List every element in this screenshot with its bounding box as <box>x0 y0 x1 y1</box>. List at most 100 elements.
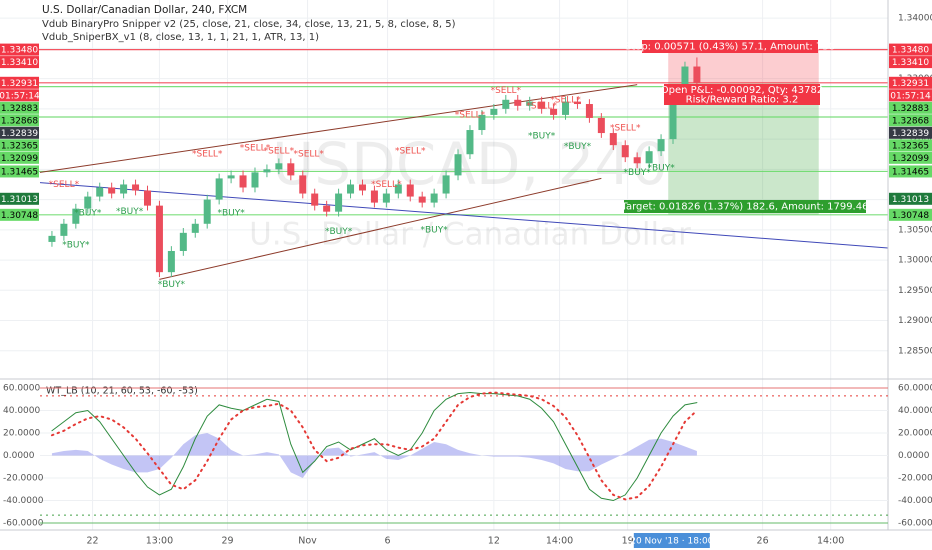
candle-body <box>120 184 128 194</box>
osc-y-tick-label: 40.0000 <box>898 406 932 416</box>
candle-body <box>108 187 116 194</box>
x-tick-label: 26 <box>757 536 769 547</box>
price-label-box-left <box>0 56 39 69</box>
price-label-left: 1.32099 <box>1 154 38 164</box>
osc-left-label: 0.0000 <box>3 451 35 461</box>
candle-body <box>239 175 247 188</box>
x-tick-label: 29 <box>221 536 233 547</box>
y-tick-label: 1.29000 <box>898 316 932 326</box>
pnl-label: Open P&L: -0.00092, Qty: 43782 <box>661 85 824 96</box>
stop-zone <box>668 49 819 83</box>
signal-label: *SELL* <box>526 101 557 111</box>
osc-left-label: 40.0000 <box>3 406 40 416</box>
trend-line <box>39 182 889 249</box>
x-tick-label: 12 <box>488 536 500 547</box>
signal-label: *BUY* <box>647 164 675 174</box>
signal-label: *SELL* <box>371 180 402 190</box>
signal-label: *SELL* <box>455 110 486 120</box>
price-label-box-right <box>889 192 932 205</box>
price-label-right: 1.32868 <box>892 116 929 126</box>
price-label-box-left <box>0 101 39 114</box>
candle-body <box>203 199 211 224</box>
price-label-box-left <box>0 43 39 56</box>
price-label-right: 1.32883 <box>892 104 929 114</box>
wave-line <box>51 391 698 502</box>
candle-body <box>681 66 689 94</box>
price-label-box-right <box>889 139 932 152</box>
candle-body <box>597 117 605 134</box>
x-tick-label: 6 <box>385 536 391 547</box>
price-label-left: 1.32868 <box>1 116 38 126</box>
price-label-right: 1.32099 <box>892 154 929 164</box>
candle-body <box>60 223 68 236</box>
y-tick-label: 1.28500 <box>898 346 932 356</box>
signal-label: *BUY* <box>421 225 449 235</box>
rr-label: Risk/Reward Ratio: 3.2 <box>686 95 799 106</box>
price-label-box-left <box>0 89 39 102</box>
signal-label: *BUY* <box>158 280 186 290</box>
candle-body <box>179 232 187 251</box>
y-tick-label: 1.29500 <box>898 286 932 296</box>
target-label-box <box>624 200 866 213</box>
candle-body <box>490 108 498 115</box>
candle-body <box>263 169 271 173</box>
x-tick-label: 22 <box>87 536 99 547</box>
candle-body <box>657 139 665 152</box>
price-label-box-right <box>889 208 932 221</box>
candle-body <box>275 163 283 170</box>
osc-y-tick-label: 60.0000 <box>898 383 932 393</box>
signal-label: *SELL* <box>192 150 223 160</box>
signal-label: *SELL* <box>491 86 522 96</box>
price-label-left: 1.33480 <box>1 46 38 56</box>
price-label-right: 01:57:14 <box>890 91 931 101</box>
price-label-box-left <box>0 139 39 152</box>
price-label-box-right <box>889 76 932 89</box>
price-label-box-left <box>0 126 39 139</box>
osc-y-tick-label: -20.0000 <box>898 474 932 484</box>
price-label-left: 1.31465 <box>1 167 38 177</box>
price-label-box-right <box>889 126 932 139</box>
price-label-box-left <box>0 165 39 178</box>
candle-body <box>143 190 151 206</box>
osc-y-tick-label: -40.0000 <box>898 496 932 506</box>
cursor-label: 20 Nov '18 · 18:00 <box>630 537 713 547</box>
watermark-sub: U.S. Dollar / Canadian Dollar <box>249 217 691 253</box>
price-label-left: 1.31013 <box>1 195 38 205</box>
price-label-right: 1.32931 <box>892 79 929 89</box>
candle-body <box>621 145 629 158</box>
candle-body <box>502 99 510 109</box>
price-label-left: 1.32883 <box>1 104 38 114</box>
candle-body <box>347 184 355 194</box>
price-label-box-right <box>889 56 932 69</box>
candle-body <box>430 193 438 203</box>
signal-label: *SELL* <box>294 150 325 160</box>
signal-label: *BUY* <box>624 168 652 178</box>
candle-body <box>335 193 343 212</box>
price-label-right: 1.33480 <box>892 46 929 56</box>
signal-label: *BUY* <box>325 227 353 237</box>
price-label-box-right <box>889 43 932 56</box>
candle-body <box>573 101 581 105</box>
price-label-right: 1.32365 <box>892 141 929 151</box>
target-label: Target: 0.01826 (1.37%) 182.6, Amount: 1… <box>621 202 869 213</box>
candle-body <box>287 163 295 176</box>
price-label-right: 1.33410 <box>892 58 929 68</box>
indicator-title: Vdub_SniperBX_v1 (8, close, 13, 1, 1, 21… <box>42 32 319 43</box>
candle-body <box>466 130 474 155</box>
candle-body <box>370 190 378 203</box>
histogram-area <box>51 433 697 479</box>
price-label-right: 1.31013 <box>892 195 929 205</box>
candle-body <box>215 178 223 200</box>
y-tick-label: 1.30500 <box>898 225 932 235</box>
osc-left-label: 60.0000 <box>3 383 40 393</box>
candle-body <box>454 154 462 176</box>
osc-left-label: -40.0000 <box>3 496 44 506</box>
osc-left-label: -20.0000 <box>3 474 44 484</box>
price-label-box-right <box>889 114 932 127</box>
signal-label: *BUY* <box>528 132 556 142</box>
candle-body <box>562 101 570 115</box>
signal-label: *BUY* <box>217 208 245 218</box>
candle-body <box>526 101 534 106</box>
x-tick-label: 13:00 <box>146 536 173 547</box>
candle-body <box>251 172 259 188</box>
